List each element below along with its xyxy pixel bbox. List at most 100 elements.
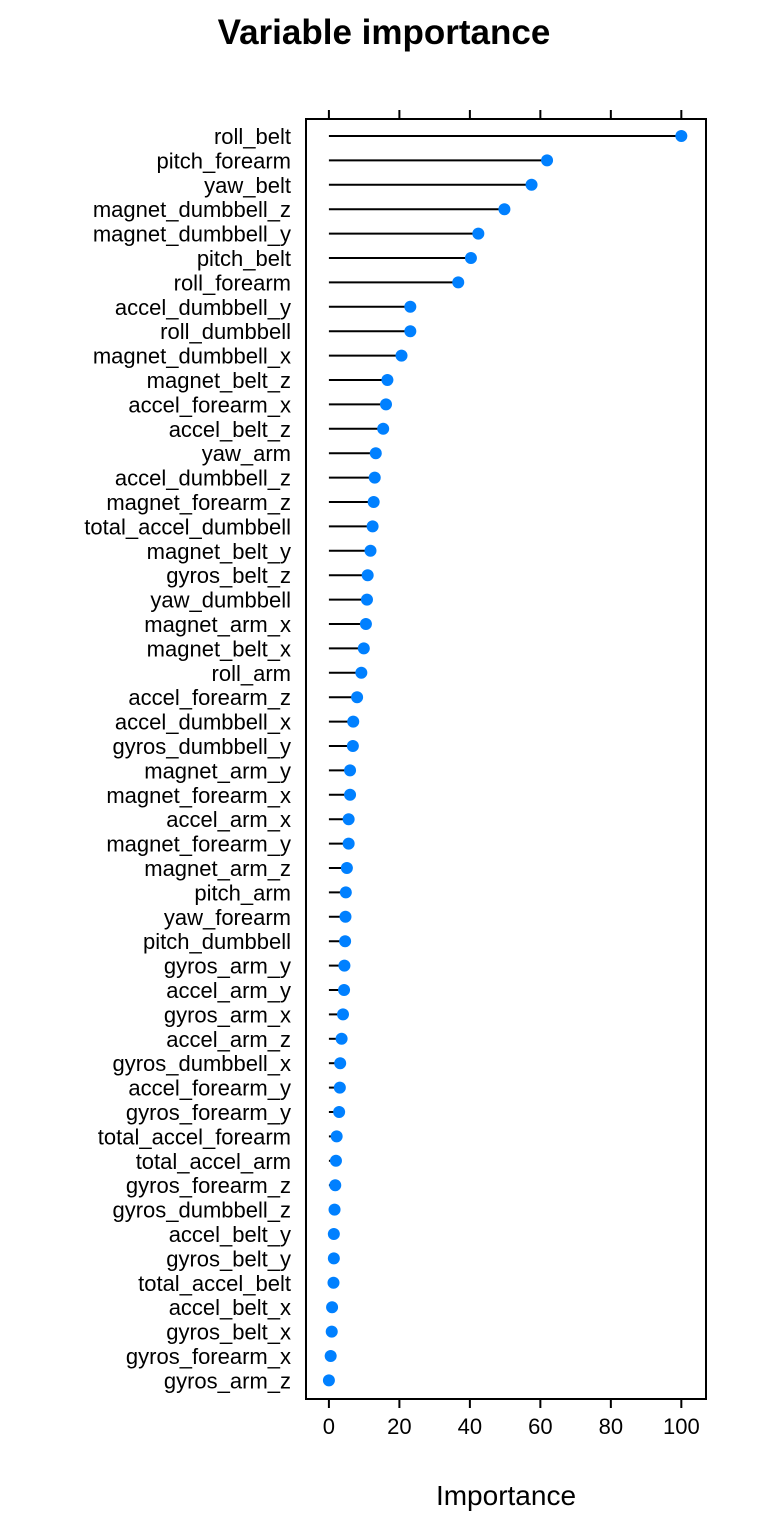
category-label-34: gyros_arm_y xyxy=(164,954,291,979)
category-label-32: yaw_forearm xyxy=(164,905,291,930)
category-label-2: yaw_belt xyxy=(204,173,291,198)
data-point-8 xyxy=(404,325,417,338)
data-point-28 xyxy=(342,813,355,826)
category-label-11: accel_forearm_x xyxy=(128,392,291,417)
category-label-19: yaw_dumbbell xyxy=(150,588,291,613)
category-label-10: magnet_belt_z xyxy=(147,368,291,393)
data-point-47 xyxy=(327,1276,340,1289)
category-label-24: accel_dumbbell_x xyxy=(115,710,291,735)
category-label-39: accel_forearm_y xyxy=(128,1076,291,1101)
data-point-23 xyxy=(351,691,364,704)
data-point-14 xyxy=(368,471,381,484)
data-point-21 xyxy=(357,642,370,655)
category-label-40: gyros_forearm_y xyxy=(126,1100,291,1125)
data-point-49 xyxy=(325,1325,338,1338)
x-tick-label-0: 0 xyxy=(323,1414,335,1439)
data-point-0 xyxy=(675,130,688,142)
category-label-30: magnet_arm_z xyxy=(144,856,291,881)
category-label-17: magnet_belt_y xyxy=(147,539,291,564)
data-point-26 xyxy=(344,764,357,777)
category-label-36: gyros_arm_x xyxy=(164,1002,291,1027)
category-label-41: total_accel_forearm xyxy=(98,1124,291,1149)
data-point-25 xyxy=(346,740,359,752)
data-point-38 xyxy=(334,1057,347,1070)
category-label-20: magnet_arm_x xyxy=(144,612,291,637)
data-point-10 xyxy=(381,374,394,386)
data-point-20 xyxy=(359,618,372,630)
category-label-6: roll_forearm xyxy=(174,270,291,295)
category-label-37: accel_arm_z xyxy=(166,1027,291,1052)
chart-title: Variable importance xyxy=(218,13,551,52)
data-point-15 xyxy=(367,496,380,508)
category-label-47: total_accel_belt xyxy=(138,1271,291,1296)
data-point-12 xyxy=(377,422,390,435)
category-label-50: gyros_forearm_x xyxy=(126,1344,291,1369)
category-label-25: gyros_dumbbell_y xyxy=(112,734,291,759)
category-label-38: gyros_dumbbell_x xyxy=(112,1051,291,1076)
plot-frame xyxy=(305,118,707,1400)
data-point-17 xyxy=(364,544,377,557)
category-label-13: yaw_arm xyxy=(202,441,291,466)
data-point-51 xyxy=(322,1374,335,1387)
data-point-2 xyxy=(525,178,538,191)
category-label-26: magnet_arm_y xyxy=(144,758,291,783)
data-point-9 xyxy=(395,349,408,362)
data-point-13 xyxy=(369,447,382,460)
category-label-9: magnet_dumbbell_x xyxy=(93,344,291,369)
category-label-48: accel_belt_x xyxy=(169,1295,291,1320)
category-label-49: gyros_belt_x xyxy=(166,1320,291,1345)
category-label-12: accel_belt_z xyxy=(169,417,291,442)
category-label-46: gyros_belt_y xyxy=(166,1246,291,1271)
data-point-6 xyxy=(452,276,465,289)
category-label-15: magnet_forearm_z xyxy=(106,490,291,515)
data-point-42 xyxy=(329,1154,342,1167)
category-label-21: magnet_belt_x xyxy=(147,636,291,661)
data-point-33 xyxy=(339,935,352,948)
data-point-46 xyxy=(327,1252,340,1265)
data-point-27 xyxy=(344,788,357,801)
data-point-5 xyxy=(464,252,477,264)
category-label-14: accel_dumbbell_z xyxy=(115,466,291,491)
category-label-29: magnet_forearm_y xyxy=(106,832,291,857)
data-point-39 xyxy=(333,1081,346,1094)
category-label-43: gyros_forearm_z xyxy=(126,1173,291,1198)
category-label-23: accel_forearm_z xyxy=(128,685,291,710)
data-point-16 xyxy=(366,520,379,533)
data-point-24 xyxy=(347,715,360,728)
data-point-29 xyxy=(342,837,355,850)
category-label-33: pitch_dumbbell xyxy=(143,929,291,954)
category-label-44: gyros_dumbbell_z xyxy=(112,1198,291,1223)
category-label-8: roll_dumbbell xyxy=(160,319,291,344)
category-label-1: pitch_forearm xyxy=(156,148,291,173)
data-point-31 xyxy=(339,886,352,899)
data-point-34 xyxy=(338,959,351,972)
x-tick-label-3: 60 xyxy=(528,1414,552,1439)
category-label-18: gyros_belt_z xyxy=(166,563,291,588)
data-point-22 xyxy=(355,666,368,679)
category-label-45: accel_belt_y xyxy=(169,1222,291,1247)
data-point-41 xyxy=(330,1130,343,1143)
plot-area: 0 20 40 60 80 100 roll_beltpitch_forearmyaw_be… xyxy=(84,110,707,1439)
category-label-5: pitch_belt xyxy=(197,246,291,271)
x-tick-label-5: 100 xyxy=(663,1414,700,1439)
data-point-7 xyxy=(404,300,417,313)
x-tick-label-1: 20 xyxy=(387,1414,411,1439)
data-point-37 xyxy=(335,1032,348,1045)
data-point-35 xyxy=(338,984,351,996)
category-label-31: pitch_arm xyxy=(194,880,291,905)
data-point-45 xyxy=(327,1228,340,1240)
data-point-43 xyxy=(329,1179,342,1192)
category-label-7: accel_dumbbell_y xyxy=(115,295,291,320)
category-label-4: magnet_dumbbell_y xyxy=(93,222,291,247)
data-point-36 xyxy=(337,1008,350,1021)
category-label-22: roll_arm xyxy=(212,661,291,686)
data-point-1 xyxy=(541,154,554,167)
data-point-44 xyxy=(328,1203,341,1216)
category-label-16: total_accel_dumbbell xyxy=(84,514,291,539)
category-label-27: magnet_forearm_x xyxy=(106,783,291,808)
x-tick-label-4: 80 xyxy=(599,1414,623,1439)
data-point-3 xyxy=(498,203,511,216)
data-point-48 xyxy=(326,1301,339,1314)
